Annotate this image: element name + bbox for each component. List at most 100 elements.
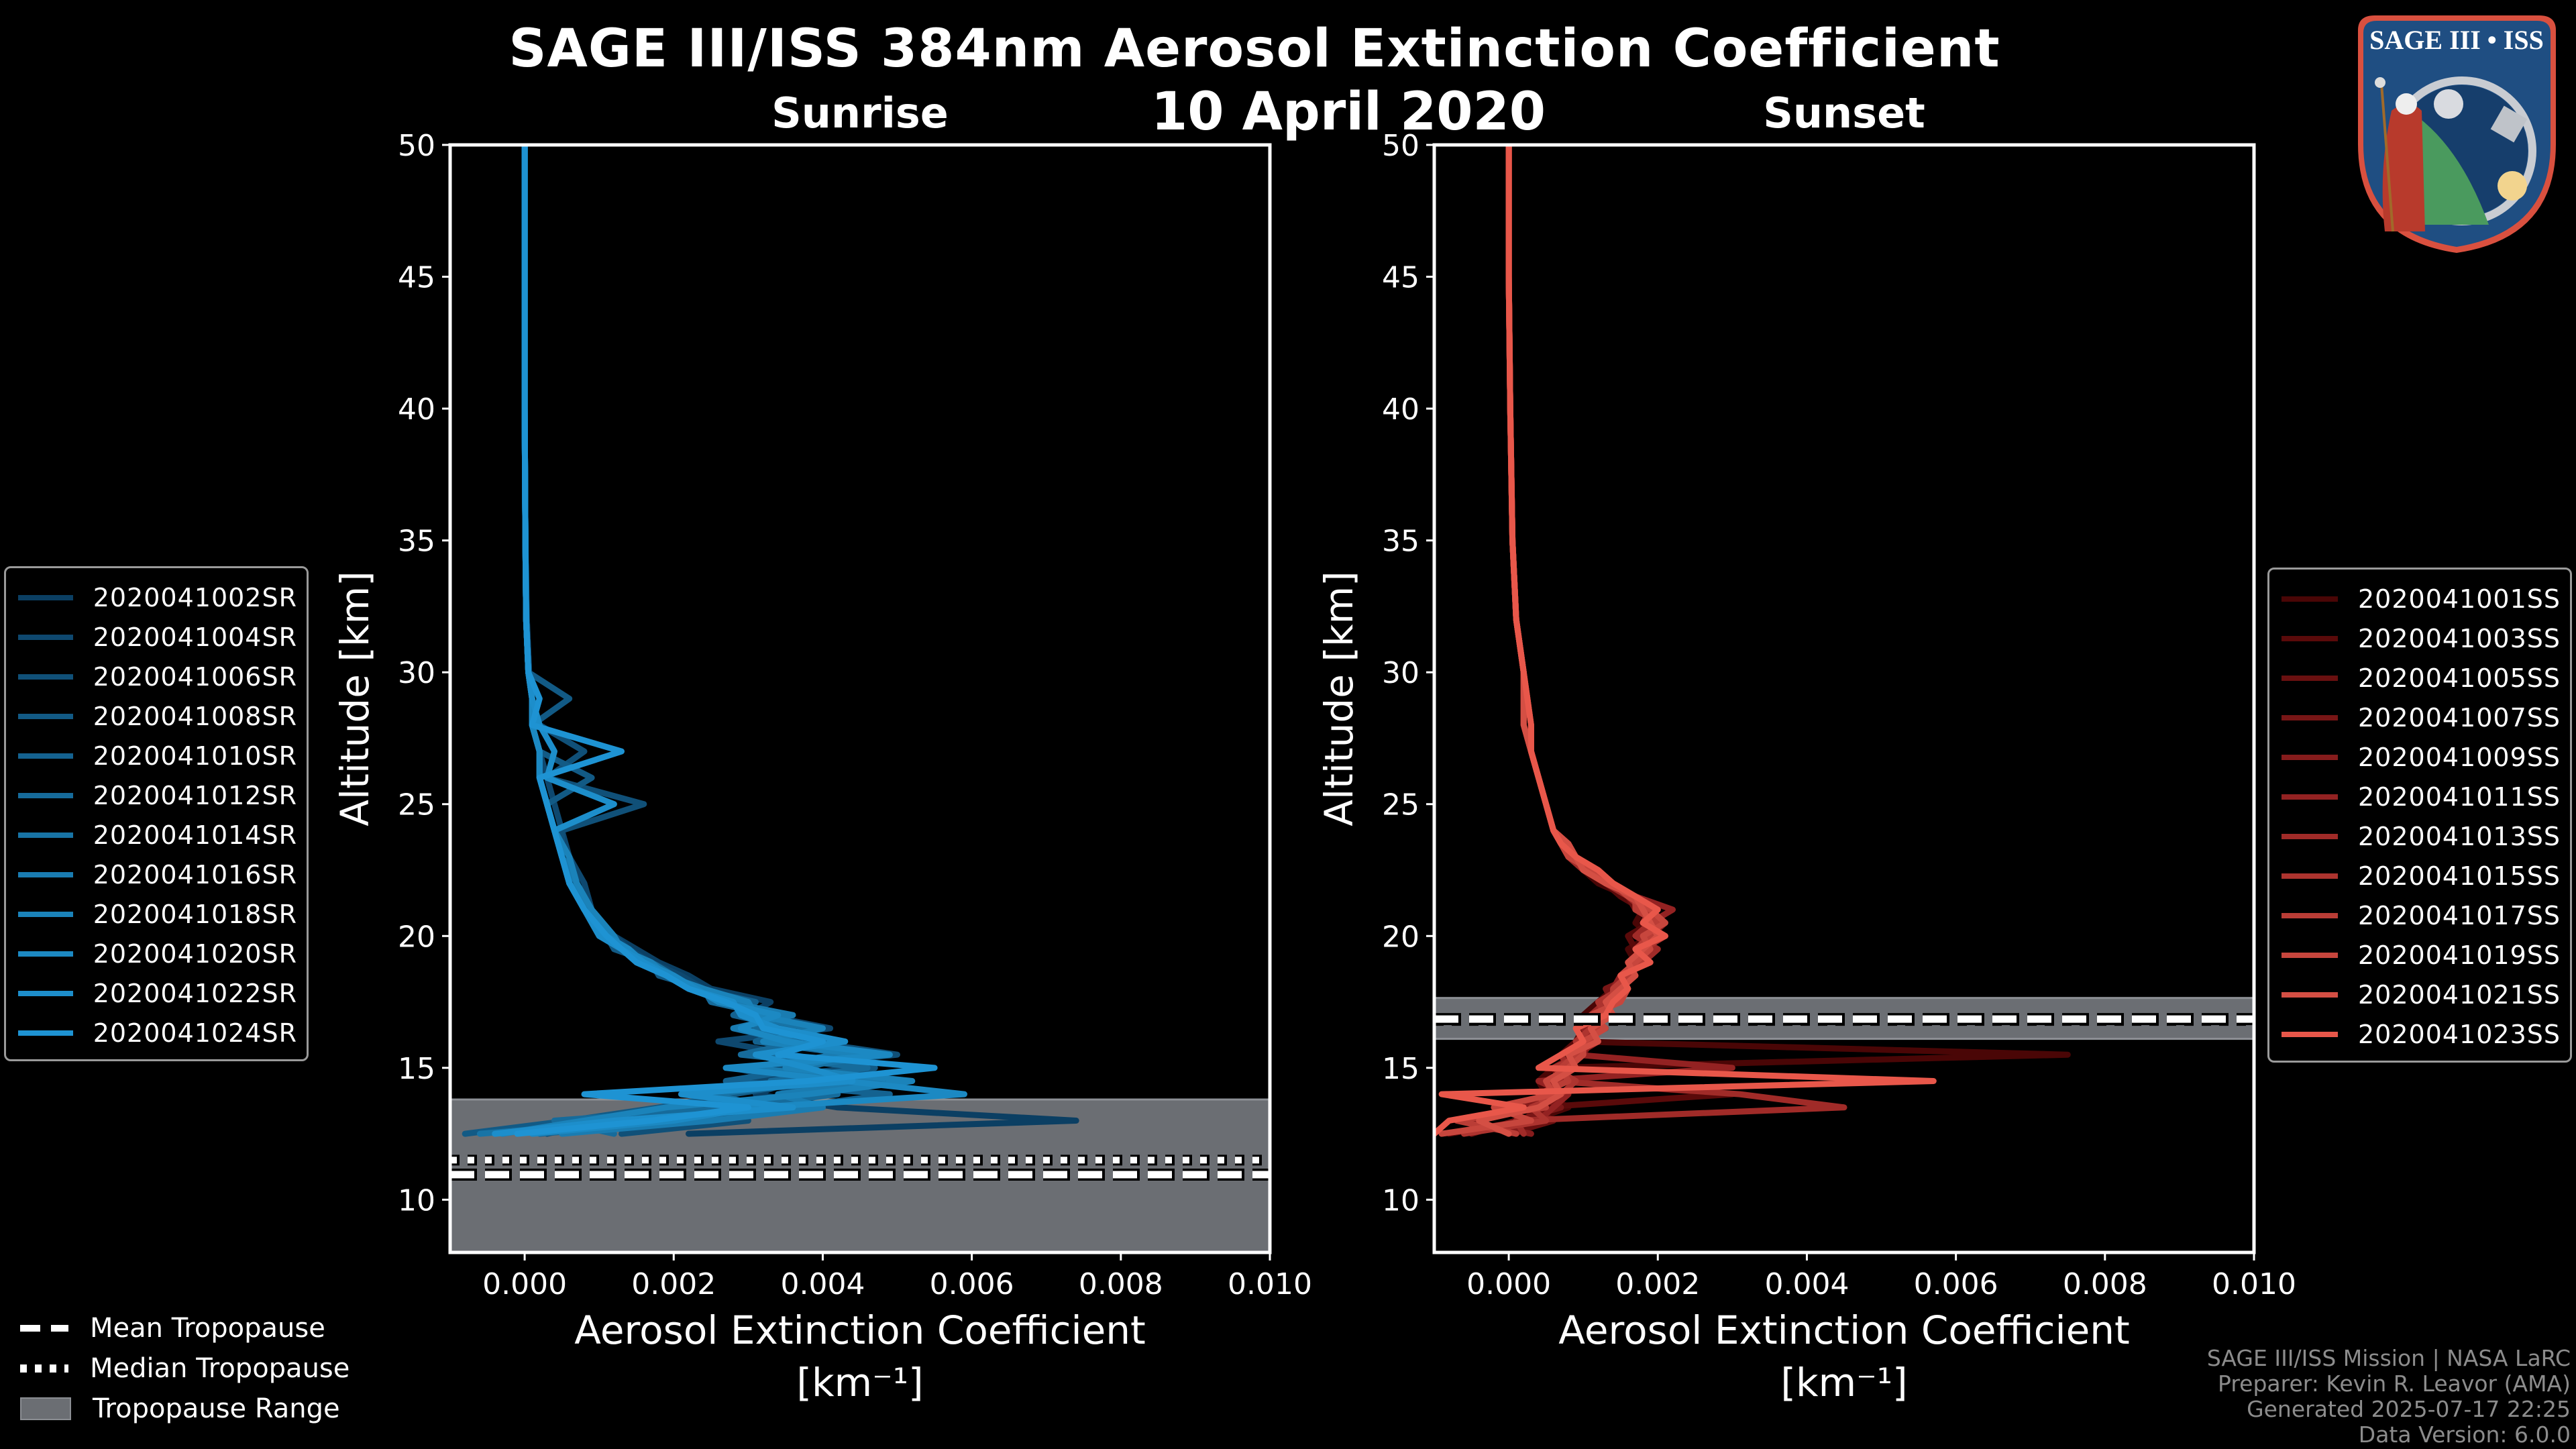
- y-tick-label: 20: [398, 920, 435, 954]
- x-tick-label: 0.008: [2063, 1267, 2147, 1301]
- legend-label: 2020041005SS: [2357, 663, 2561, 693]
- wizard-head-icon: [2396, 93, 2417, 115]
- legend-label: 2020041012SR: [93, 780, 297, 810]
- legend-label: 2020041018SR: [93, 899, 297, 929]
- legend-swatch: [18, 594, 73, 600]
- legend-swatch: [2282, 596, 2338, 602]
- y-tick-label: 50: [398, 129, 435, 163]
- profile-line-2020041015SS: [1460, 145, 1668, 1137]
- legend-swatch: [18, 792, 73, 798]
- legend-swatch: [18, 990, 73, 996]
- y-tick-label: 30: [398, 656, 435, 690]
- profile-line-2020041002SR: [521, 145, 1079, 1137]
- x-tick-label: 0.000: [482, 1267, 567, 1301]
- legend-swatch: [18, 832, 73, 838]
- sunset-panel-title: Sunset: [1763, 89, 1925, 138]
- sunrise-legend: 2020041002SR 2020041004SR 2020041006SR 2020…: [4, 566, 309, 1061]
- y-tick-label: 35: [1382, 525, 1419, 559]
- legend-label: 2020041020SR: [93, 938, 297, 969]
- profile-line-2020041001SS: [1505, 145, 2071, 1137]
- y-tick-label: 10: [1382, 1183, 1419, 1218]
- legend-item-tropopause-range: Tropopause Range: [20, 1389, 350, 1429]
- y-tick-label: 10: [398, 1183, 435, 1218]
- legend-label: 2020041015SS: [2357, 861, 2561, 891]
- x-axis-units: [km⁻¹]: [796, 1360, 923, 1405]
- legend-swatch: [2282, 991, 2338, 998]
- x-tick-label: 0.002: [631, 1267, 716, 1301]
- legend-label: 2020041003SS: [2357, 623, 2561, 653]
- y-tick-label: 35: [398, 525, 435, 559]
- legend-item: 2020041010SR: [15, 736, 297, 775]
- y-axis-label: Altitude [km]: [1316, 571, 1362, 826]
- staff-orb-icon: [2375, 77, 2385, 88]
- wizard-icon: [2382, 104, 2425, 231]
- legend-swatch: [2282, 794, 2338, 800]
- legend-item: 2020041001SS: [2279, 579, 2561, 619]
- legend-item: 2020041018SR: [15, 894, 297, 934]
- legend-item: 2020041014SR: [15, 815, 297, 855]
- legend-item: 2020041021SS: [2279, 975, 2561, 1014]
- legend-item: 2020041013SS: [2279, 816, 2561, 856]
- legend-swatch: [2282, 675, 2338, 681]
- legend-swatch: [18, 634, 73, 640]
- x-axis-label: Aerosol Extinction Coefficient: [574, 1307, 1146, 1353]
- y-tick-label: 50: [1382, 129, 1419, 163]
- y-tick-label: 25: [398, 788, 435, 822]
- profile-line-2020041024SR: [514, 145, 938, 1137]
- sunset-frame: [1432, 143, 2256, 1254]
- legend-item: 2020041008SR: [15, 696, 297, 736]
- profile-line-2020041005SS: [1505, 145, 1661, 1137]
- x-tick-label: 0.002: [1615, 1267, 1700, 1301]
- legend-label: 2020041004SR: [93, 622, 297, 652]
- legend-item: 2020041020SR: [15, 934, 297, 973]
- legend-label: 2020041001SS: [2357, 584, 2561, 614]
- sunrise-panel-title: Sunrise: [771, 89, 949, 138]
- legend-label: 2020041002SR: [93, 582, 297, 612]
- x-tick-label: 0.004: [1764, 1267, 1849, 1301]
- legend-item: 2020041006SR: [15, 657, 297, 696]
- legend-item: 2020041012SR: [15, 775, 297, 815]
- legend-label: 2020041017SS: [2357, 900, 2561, 930]
- legend-swatch: [18, 674, 73, 680]
- profile-line-2020041011SS: [1438, 145, 1735, 1137]
- profile-line-2020041007SS: [1468, 145, 1661, 1137]
- credits: SAGE III/ISS Mission | NASA LaRC Prepare…: [2207, 1346, 2571, 1448]
- legend-label: 2020041019SS: [2357, 940, 2561, 970]
- x-tick-label: 0.000: [1466, 1267, 1551, 1301]
- legend-item: 2020041023SS: [2279, 1014, 2561, 1054]
- legend-swatch: [2282, 873, 2338, 879]
- legend-swatch: [18, 1030, 73, 1036]
- y-tick-label: 25: [1382, 788, 1419, 822]
- legend-item: 2020041022SR: [15, 973, 297, 1013]
- legend-label: 2020041009SS: [2357, 742, 2561, 772]
- x-tick-label: 0.008: [1079, 1267, 1163, 1301]
- chart-title: SAGE III/ISS 384nm Aerosol Extinction Co…: [508, 19, 2000, 79]
- legend-swatch: [18, 871, 73, 877]
- sunset-plot-area: [1434, 145, 2254, 1137]
- profile-line-2020041023SS: [1434, 145, 1937, 1137]
- legend-swatch: [2282, 912, 2338, 918]
- legend-swatch: [18, 713, 73, 719]
- legend-item: 2020041011SS: [2279, 777, 2561, 816]
- legend-item: 2020041003SS: [2279, 619, 2561, 658]
- profile-line-2020041009SS: [1460, 145, 1668, 1137]
- legend-label: Mean Tropopause: [90, 1313, 325, 1344]
- x-tick-label: 0.006: [1914, 1267, 1998, 1301]
- y-tick-label: 30: [1382, 656, 1419, 690]
- profile-line-2020041013SS: [1505, 145, 1847, 1137]
- dotted-line-swatch: [20, 1364, 68, 1373]
- earth-icon: [2418, 117, 2489, 225]
- legend-swatch: [2282, 952, 2338, 958]
- sunset-plot: 10 15 20 25 30 35 40 45 50 0.000 0.002 0.004 0.006 0.…: [1316, 129, 2296, 1405]
- credit-preparer: Preparer: Kevin R. Leavor (AMA): [2218, 1371, 2571, 1397]
- legend-label: 2020041024SR: [93, 1018, 297, 1048]
- y-tick-label: 15: [398, 1052, 435, 1086]
- legend-label: 2020041010SR: [93, 741, 297, 771]
- legend-label: 2020041016SR: [93, 859, 297, 890]
- sage-iii-iss-logo: SAGE III • ISS: [2358, 15, 2556, 253]
- legend-item-mean-tropopause: Mean Tropopause: [20, 1308, 350, 1348]
- profile-line-2020041003SS: [1446, 145, 1735, 1137]
- legend-item: 2020041002SR: [15, 578, 297, 617]
- x-tick-label: 0.010: [2212, 1267, 2296, 1301]
